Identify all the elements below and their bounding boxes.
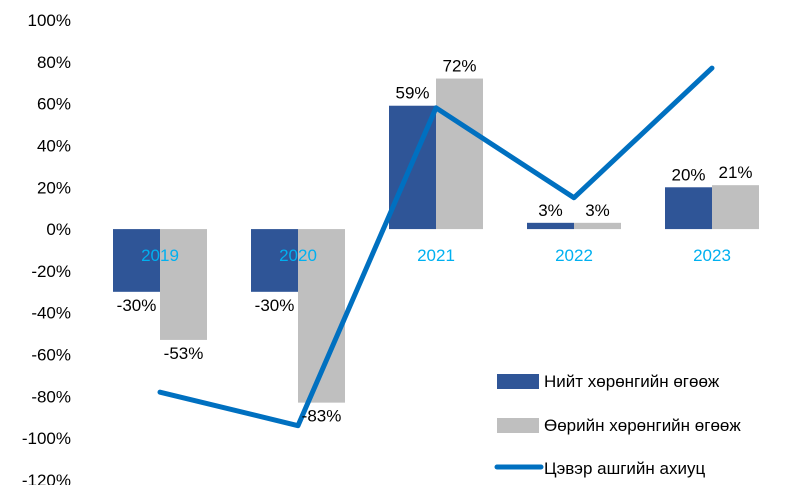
category-label: 2020 — [279, 246, 317, 265]
data-label: -83% — [302, 407, 342, 426]
legend-label-total-assets: Нийт хөрөнгийн өгөөж — [544, 372, 720, 391]
y-tick-label: -120% — [22, 471, 71, 485]
legend-label-own-assets: Өөрийн хөрөнгийн өгөөж — [544, 416, 741, 435]
line-net-margin — [157, 65, 715, 429]
data-label: 59% — [395, 84, 429, 103]
bar-group — [113, 78, 759, 403]
y-tick-label: -80% — [31, 387, 71, 406]
y-tick-label: -40% — [31, 304, 71, 323]
y-tick-label: -100% — [22, 429, 71, 448]
category-labels: 2019 2020 2021 2022 2023 — [141, 246, 731, 265]
bar-total-assets-2022 — [527, 222, 574, 230]
category-label: 2019 — [141, 246, 179, 265]
data-label: 3% — [538, 201, 563, 220]
y-axis-tick-labels: 100% 80% 60% 40% 20% 0% -20% -40% -60% -80% -100% -… — [22, 11, 71, 485]
y-tick-label: 80% — [37, 53, 71, 72]
data-label: -30% — [255, 296, 295, 315]
data-label: 3% — [585, 201, 610, 220]
data-label: 72% — [442, 57, 476, 76]
bar-total-assets-2020 — [251, 229, 298, 292]
y-tick-label: 60% — [37, 95, 71, 114]
line-layer — [157, 65, 715, 429]
data-label: -30% — [117, 296, 157, 315]
legend-swatch-own-assets — [497, 418, 539, 433]
bar-own-assets-2021 — [436, 78, 483, 230]
legend-swatch-total-assets — [497, 374, 539, 389]
legend: Нийт хөрөнгийн өгөөж Өөрийн хөрөнгийн өг… — [494, 372, 741, 478]
category-label: 2023 — [693, 246, 731, 265]
bar-own-assets-2019 — [160, 229, 207, 340]
bar-total-assets-2023 — [665, 187, 712, 230]
y-tick-label: 20% — [37, 178, 71, 197]
data-label: -53% — [164, 344, 204, 363]
y-tick-label: -20% — [31, 262, 71, 281]
data-label: 20% — [671, 165, 705, 184]
category-label: 2022 — [555, 246, 593, 265]
bar-own-assets-2022 — [574, 222, 621, 230]
y-tick-label: 40% — [37, 136, 71, 155]
bar-total-assets-2019 — [113, 229, 160, 292]
legend-label-net-margin: Цэвэр ашгийн ахиуц — [544, 459, 705, 478]
category-label: 2021 — [417, 246, 455, 265]
y-tick-label: -60% — [31, 346, 71, 365]
y-tick-label: 100% — [28, 11, 71, 30]
bar-own-assets-2023 — [712, 185, 759, 230]
data-labels: -30% -30% 59% 3% 20% -53% -83% 72% 3% 21% — [117, 57, 753, 426]
data-label: 21% — [718, 163, 752, 182]
y-tick-label: 0% — [46, 220, 71, 239]
